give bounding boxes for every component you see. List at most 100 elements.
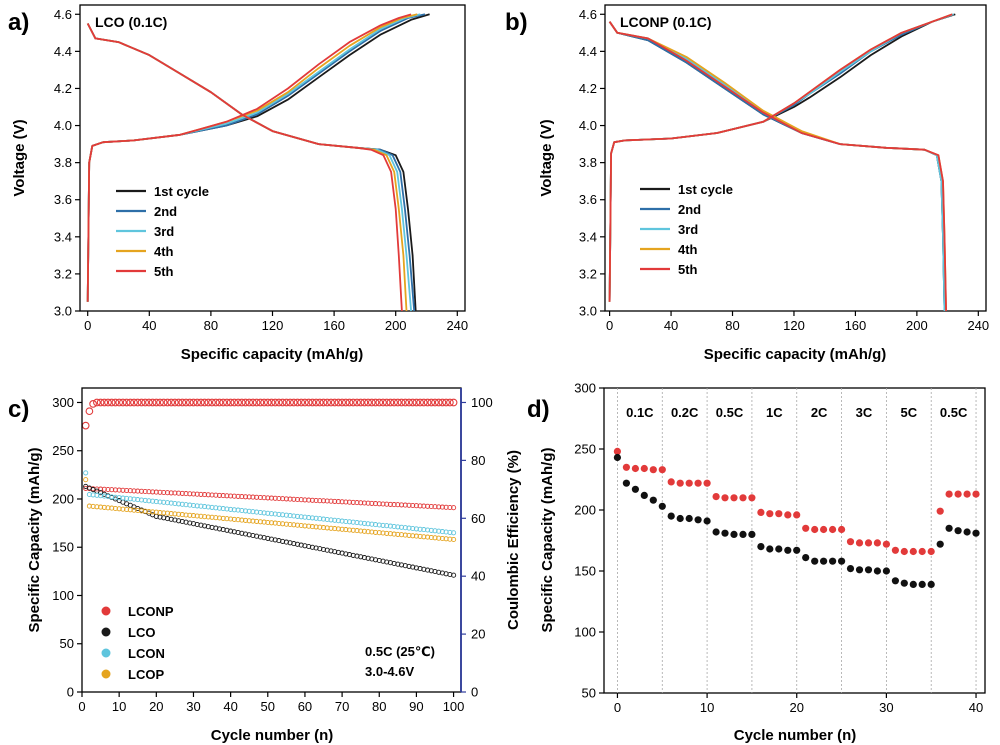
panel-c-label: c) [8,396,29,423]
rate-point [667,478,675,486]
rate-label: 0.5C [940,405,968,420]
capacity-point [283,521,289,527]
efficiency-point [338,398,346,407]
right-y-tick-label: 60 [471,511,485,526]
efficiency-point [167,398,176,407]
5th-charge-line [608,13,953,302]
panel-d-plot: 0.1C 0.2C 0.5C 1C 2C 3C 5C 0.5C 0 10 20 30 40 50 100… [539,381,986,744]
y-tick-label: 4.0 [579,118,597,133]
efficiency-point [185,398,194,407]
panel-b-legend: 1st cycle 2nd 3rd 4th 5th [640,182,733,277]
rate-label: 0.5C [716,405,744,420]
capacity-point [220,493,226,499]
efficiency-point [431,398,439,407]
efficiency-point [234,398,242,407]
efficiency-point [330,398,339,407]
capacity-point [346,527,353,533]
capacity-point [105,493,111,500]
panel-a-xlabel: Specific capacity (mAh/g) [181,346,364,363]
efficiency-point [449,398,458,407]
y-tick-label: 3.6 [54,192,72,207]
rate-label: 0.1C [626,405,654,420]
efficiency-point [126,398,135,407]
panel-a-title: LCO (0.1C) [95,14,167,30]
efficiency-point [360,398,369,407]
capacity-point [384,523,390,529]
efficiency-point [341,398,350,407]
efficiency-point [371,398,380,407]
x-tick-label: 40 [223,699,237,714]
panel-d-frame [603,387,986,694]
capacity-point [250,494,256,500]
capacity-point [261,510,267,516]
y-tick-label: 3.0 [54,304,72,319]
capacity-point [309,515,315,521]
capacity-point [265,510,271,516]
rate-point [954,527,962,535]
efficiency-point [208,398,216,407]
3rd-discharge-line [608,21,946,312]
x-tick-label: 200 [906,318,928,333]
efficiency-point [308,398,317,407]
panel-c-legend: LCONP LCO LCON LCOP [101,604,174,682]
legend-marker [101,669,111,679]
capacity-point [436,504,442,510]
legend-label: 4th [678,242,698,257]
capacity-point [120,506,126,512]
efficiency-point [200,398,209,407]
efficiency-point [159,398,168,407]
capacity-point [153,499,159,505]
capacity-point [306,515,312,521]
x-tick-label: 0 [84,318,91,333]
capacity-point [320,525,327,531]
y-tick-label: 4.6 [54,7,72,22]
capacity-point [395,524,401,530]
capacity-point [298,522,304,529]
capacity-point [250,509,256,515]
rate-point [730,494,738,502]
capacity-point [94,504,100,510]
panel-c-right-ylabel: Coulombic Efficiency (%) [505,450,522,630]
capacity-point [176,511,182,517]
capacity-point [410,525,416,532]
capacity-point [179,490,185,496]
capacity-point [213,505,219,511]
rate-point [739,530,747,539]
panel-d-yticks: 50 100 150 200 250 300 [574,381,604,701]
panel-c-plot: 0 10 20 30 40 50 60 70 80 90 100 05010015020025030… [26,387,522,744]
rate-point [649,466,657,474]
capacity-point [176,501,182,507]
efficiency-point [312,398,320,407]
efficiency-point [223,398,231,407]
panel-d-rate-labels: 0.1C 0.2C 0.5C 1C 2C 3C 5C 0.5C [626,405,968,420]
efficiency-point [278,398,287,407]
efficiency-point [252,398,261,407]
capacity-point [202,504,208,510]
capacity-point [235,507,241,513]
capacity-point [202,492,208,498]
capacity-point [268,511,275,517]
x-tick-label: 60 [298,699,312,714]
capacity-point [164,510,171,516]
capacity-point [313,524,319,530]
2nd-charge-line [608,13,954,302]
capacity-point [287,521,293,528]
capacity-point [176,490,182,496]
efficiency-point [379,398,387,407]
efficiency-point [286,398,294,407]
rate-point [802,554,810,562]
panel-b-ylabel: Voltage (V) [538,119,555,196]
capacity-point [239,507,245,514]
capacity-point [406,525,412,531]
capacity-point [228,506,234,512]
legend-label: 1st cycle [154,184,209,199]
capacity-point [354,500,360,506]
capacity-point [343,518,349,525]
panel-d-xticks: 0 10 20 30 40 [614,693,983,715]
efficiency-point [438,398,447,407]
rate-point [882,567,891,575]
capacity-point [436,528,442,534]
capacity-point [224,516,230,522]
capacity-point [257,519,263,525]
capacity-point [205,514,211,520]
